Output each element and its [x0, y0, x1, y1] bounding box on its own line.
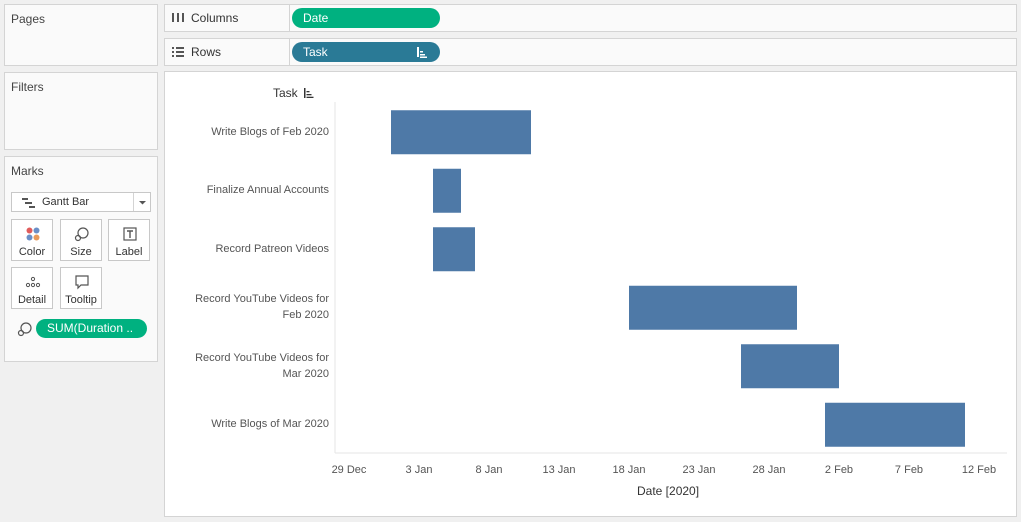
gantt-bar[interactable]: [391, 110, 531, 155]
gantt-bar[interactable]: [433, 227, 475, 272]
size-field-icon: [17, 322, 32, 337]
rows-shelf-label: Rows: [165, 39, 290, 65]
color-button-label: Color: [18, 246, 46, 258]
filters-card[interactable]: Filters: [4, 72, 158, 150]
row-label-text: Record YouTube Videos for Feb 2020: [195, 293, 329, 321]
columns-shelf-label: Columns: [165, 5, 290, 31]
detail-icon: [25, 276, 41, 288]
gantt-bar[interactable]: [629, 285, 797, 330]
detail-button-label: Detail: [17, 294, 47, 306]
rows-shelf: Rows Task: [164, 38, 1017, 66]
row-label[interactable]: Record YouTube Videos for Mar 2020: [165, 350, 329, 382]
marks-card-title: Marks: [11, 164, 44, 178]
label-button[interactable]: Label: [108, 219, 150, 261]
size-button[interactable]: Size: [60, 219, 102, 261]
label-icon: [123, 227, 137, 241]
label-button-label: Label: [115, 246, 143, 258]
row-label[interactable]: Write Blogs of Feb 2020: [211, 126, 329, 138]
x-tick-label: 23 Jan: [682, 464, 715, 476]
size-field-pill[interactable]: SUM(Duration ..: [36, 319, 147, 338]
mark-type-label: Gantt Bar: [42, 196, 90, 208]
row-label[interactable]: Write Blogs of Mar 2020: [211, 418, 329, 430]
task-pill-label: Task: [303, 45, 328, 59]
x-tick-label: 28 Jan: [752, 464, 785, 476]
x-tick-label: 2 Feb: [825, 464, 853, 476]
size-button-label: Size: [70, 246, 92, 258]
sort-descending-icon: [304, 88, 314, 98]
columns-shelf: Columns Date: [164, 4, 1017, 32]
x-tick-label: 7 Feb: [895, 464, 923, 476]
task-header[interactable]: Task: [273, 86, 314, 100]
x-tick-label: 29 Dec: [332, 464, 367, 476]
gantt-bar-icon: [22, 198, 35, 208]
filters-card-title: Filters: [11, 80, 44, 94]
row-label[interactable]: Record YouTube Videos for Feb 2020: [165, 291, 329, 323]
color-button[interactable]: Color: [11, 219, 53, 261]
x-tick-label: 3 Jan: [406, 464, 433, 476]
columns-icon: [172, 13, 184, 22]
sort-icon: [417, 47, 427, 58]
color-icon: [26, 227, 40, 241]
chevron-down-icon[interactable]: [133, 193, 150, 211]
gantt-bar[interactable]: [825, 402, 965, 447]
top-strip: [0, 0, 1021, 3]
x-tick-label: 8 Jan: [476, 464, 503, 476]
rows-label: Rows: [191, 45, 222, 59]
columns-label: Columns: [191, 11, 239, 25]
row-label-text: Record YouTube Videos for Mar 2020: [195, 352, 329, 380]
gantt-bar[interactable]: [741, 344, 839, 389]
detail-button[interactable]: Detail: [11, 267, 53, 309]
gantt-bar[interactable]: [433, 168, 461, 213]
task-pill[interactable]: Task: [292, 42, 440, 62]
tooltip-icon: [75, 275, 89, 290]
rows-icon: [172, 47, 184, 57]
x-tick-label: 18 Jan: [612, 464, 645, 476]
mark-type-dropdown[interactable]: Gantt Bar: [11, 192, 151, 212]
tooltip-button-label: Tooltip: [65, 294, 97, 306]
row-label[interactable]: Finalize Annual Accounts: [206, 184, 329, 196]
x-tick-label: 13 Jan: [542, 464, 575, 476]
date-pill[interactable]: Date: [292, 8, 440, 28]
tooltip-button[interactable]: Tooltip: [60, 267, 102, 309]
marks-card: Marks Gantt Bar Color Size: [4, 156, 158, 362]
x-axis-title: Date [2020]: [637, 484, 700, 498]
pages-card-title: Pages: [11, 12, 46, 26]
chart-view: Task Write Blogs of Feb 2020 Finalize An…: [164, 71, 1017, 517]
x-tick-label: 12 Feb: [962, 464, 996, 476]
size-icon: [74, 227, 89, 242]
gantt-chart: 29 Dec 3 Jan 8 Jan 13 Jan 18 Jan 23 Jan 28 Jan…: [332, 102, 1007, 476]
pages-card: Pages: [4, 4, 158, 66]
row-label[interactable]: Record Patreon Videos: [215, 243, 329, 255]
task-header-label: Task: [273, 86, 298, 100]
